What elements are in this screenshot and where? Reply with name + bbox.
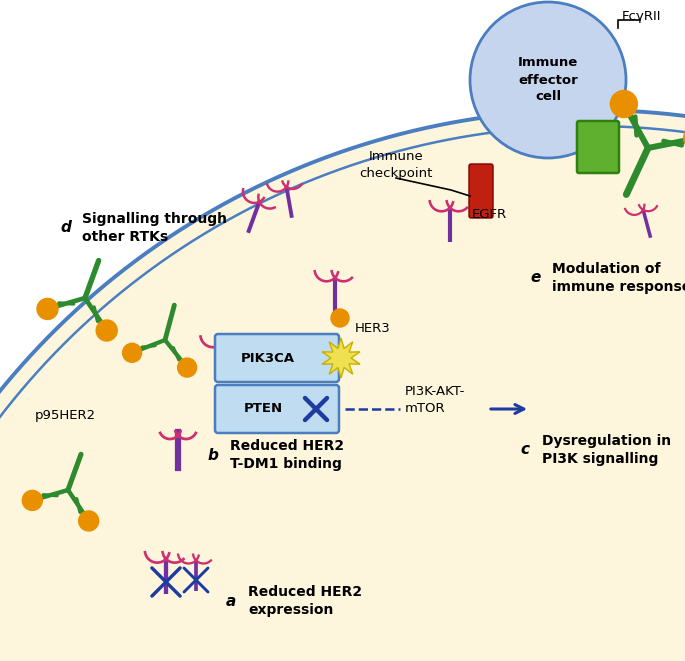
- Text: EGFR: EGFR: [472, 208, 507, 221]
- Circle shape: [177, 358, 197, 377]
- FancyBboxPatch shape: [577, 121, 619, 173]
- Text: Modulation of
immune response: Modulation of immune response: [552, 262, 685, 294]
- Text: Immune
effector
cell: Immune effector cell: [518, 56, 578, 104]
- Circle shape: [79, 511, 99, 531]
- Circle shape: [123, 343, 142, 362]
- Circle shape: [96, 320, 117, 341]
- Polygon shape: [322, 338, 360, 378]
- Text: Immune
checkpoint: Immune checkpoint: [360, 150, 433, 180]
- Circle shape: [331, 309, 349, 327]
- Circle shape: [610, 91, 637, 118]
- FancyBboxPatch shape: [215, 385, 339, 433]
- Text: FcγRII: FcγRII: [622, 10, 662, 23]
- Text: Dysregulation in
PI3K signalling: Dysregulation in PI3K signalling: [542, 434, 671, 466]
- Text: PI3K-AKT-
mTOR: PI3K-AKT- mTOR: [405, 385, 465, 415]
- FancyBboxPatch shape: [469, 164, 493, 218]
- Circle shape: [23, 490, 42, 510]
- Polygon shape: [0, 110, 685, 661]
- Text: Signalling through
other RTKs: Signalling through other RTKs: [82, 212, 227, 244]
- Text: Reduced HER2
expression: Reduced HER2 expression: [248, 585, 362, 617]
- FancyBboxPatch shape: [215, 334, 339, 382]
- Text: d: d: [60, 221, 71, 235]
- Circle shape: [684, 125, 685, 151]
- Circle shape: [37, 298, 58, 319]
- Text: HER3: HER3: [355, 321, 390, 334]
- Text: e: e: [530, 270, 540, 286]
- Text: p95HER2: p95HER2: [35, 408, 96, 422]
- Text: PTEN: PTEN: [243, 403, 282, 416]
- Text: b: b: [208, 447, 219, 463]
- Text: PIK3CA: PIK3CA: [240, 352, 295, 364]
- Circle shape: [470, 2, 626, 158]
- Text: c: c: [520, 442, 529, 457]
- Text: a: a: [226, 594, 236, 609]
- Text: Reduced HER2
T-DM1 binding: Reduced HER2 T-DM1 binding: [230, 439, 344, 471]
